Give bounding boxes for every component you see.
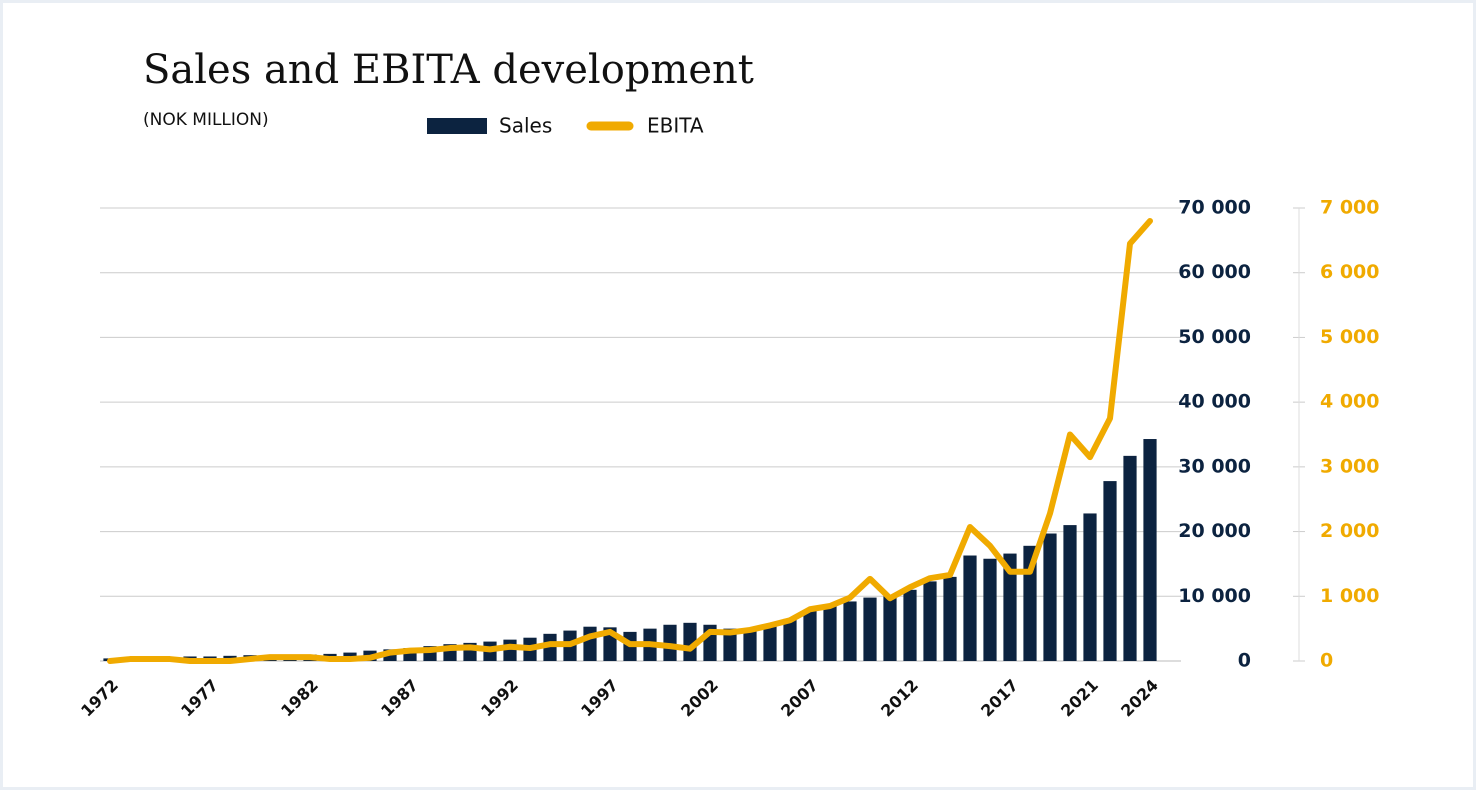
x-tick-label: 1977 bbox=[177, 676, 222, 721]
line bbox=[107, 217, 1153, 664]
bar bbox=[1063, 525, 1077, 661]
y2-tick-label: 3 000 bbox=[1320, 455, 1380, 477]
chart-title: Sales and EBITA development bbox=[143, 47, 754, 93]
y2-tick-label: 7 000 bbox=[1320, 197, 1380, 219]
bar bbox=[963, 555, 977, 661]
y-tick-label: 60 000 bbox=[1178, 261, 1251, 283]
bar bbox=[683, 622, 697, 661]
y2-tick-label: 1 000 bbox=[1320, 585, 1380, 607]
bar bbox=[883, 596, 897, 661]
y-tick-label: 30 000 bbox=[1178, 455, 1251, 477]
bar bbox=[903, 589, 917, 661]
y-tick-label: 0 bbox=[1238, 650, 1251, 672]
bar bbox=[663, 624, 677, 661]
x-tick-label: 2012 bbox=[877, 676, 922, 721]
bar bbox=[1143, 439, 1157, 661]
bar bbox=[1123, 455, 1137, 661]
bar bbox=[1003, 553, 1017, 661]
bar bbox=[743, 628, 757, 661]
y2-tick-label: 4 000 bbox=[1320, 391, 1380, 413]
y-tick-label: 40 000 bbox=[1178, 391, 1251, 413]
bar bbox=[763, 625, 777, 661]
y-tick-label: 70 000 bbox=[1178, 197, 1251, 219]
y2-tick-label: 6 000 bbox=[1320, 261, 1380, 283]
y-tick-label: 10 000 bbox=[1178, 585, 1251, 607]
bar bbox=[983, 558, 997, 661]
y-tick-label: 20 000 bbox=[1178, 520, 1251, 542]
bar bbox=[803, 610, 817, 661]
x-tick-label: 2007 bbox=[777, 676, 822, 721]
legend-label: Sales bbox=[499, 114, 552, 138]
x-tick-label: 2017 bbox=[977, 676, 1022, 721]
y2-tick-label: 2 000 bbox=[1320, 520, 1380, 542]
bar bbox=[723, 628, 737, 661]
chart-subtitle: (NOK MILLION) bbox=[143, 110, 269, 130]
bar bbox=[923, 581, 937, 661]
y2-tick-label: 5 000 bbox=[1320, 326, 1380, 348]
bar bbox=[583, 626, 597, 661]
legend-label: EBITA bbox=[647, 114, 704, 138]
x-tick-label: 1997 bbox=[577, 676, 622, 721]
x-tick-label: 1982 bbox=[277, 676, 322, 721]
y2-tick-label: 0 bbox=[1320, 650, 1333, 672]
bar bbox=[783, 618, 797, 661]
bar bbox=[1043, 533, 1057, 661]
x-tick-label: 2021 bbox=[1057, 676, 1102, 721]
card: Sales and EBITA development (NOK MILLION… bbox=[3, 3, 1473, 787]
bar bbox=[843, 601, 857, 661]
legend-swatch bbox=[427, 118, 487, 134]
x-tick-label: 2002 bbox=[677, 676, 722, 721]
bar bbox=[1103, 481, 1117, 661]
x-tick-label: 1987 bbox=[377, 676, 422, 721]
x-tick-label: 2024 bbox=[1117, 676, 1162, 721]
bar bbox=[1083, 513, 1097, 661]
bar bbox=[823, 605, 837, 661]
bar bbox=[543, 633, 557, 661]
x-tick-label: 1992 bbox=[477, 676, 522, 721]
x-tick-label: 1972 bbox=[77, 676, 122, 721]
bar bbox=[943, 576, 957, 661]
bar bbox=[863, 597, 877, 661]
y-tick-label: 50 000 bbox=[1178, 326, 1251, 348]
chart: Sales and EBITA development (NOK MILLION… bbox=[77, 47, 1380, 721]
